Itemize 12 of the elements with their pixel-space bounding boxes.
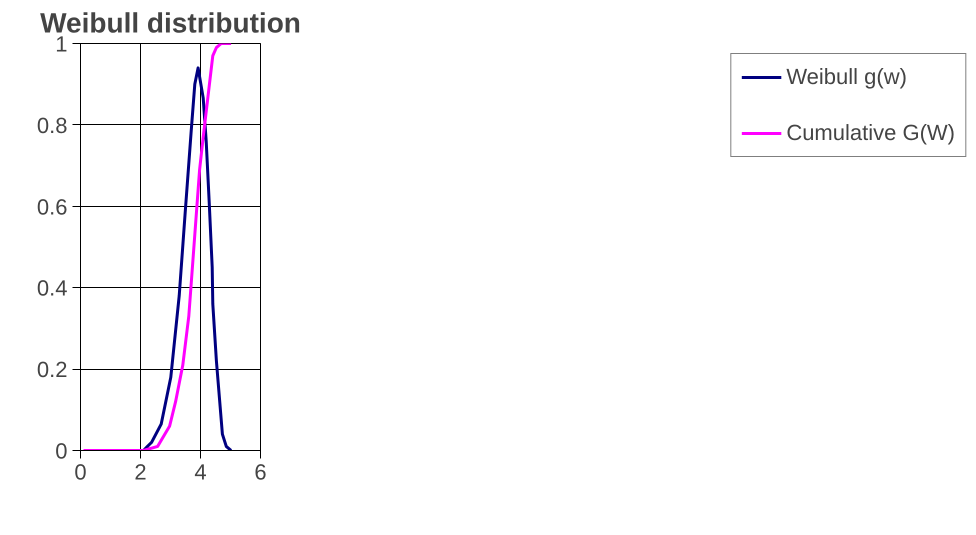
- y-tick-label: 0.4: [36, 276, 68, 301]
- x-tick-label: 6: [254, 460, 267, 484]
- legend-label: Cumulative G(W): [786, 120, 955, 146]
- legend-label: Weibull g(w): [786, 64, 907, 90]
- y-tick-label: 0.6: [36, 194, 68, 220]
- y-tick-label: 0.8: [36, 112, 68, 138]
- y-tick-label: 1: [55, 32, 68, 56]
- y-tick-label: 0: [55, 438, 68, 464]
- x-tick-label: 0: [74, 460, 87, 484]
- x-tick-label: 2: [134, 460, 147, 484]
- y-tick-label: 0.2: [36, 357, 68, 382]
- x-tick-label: 4: [194, 460, 207, 484]
